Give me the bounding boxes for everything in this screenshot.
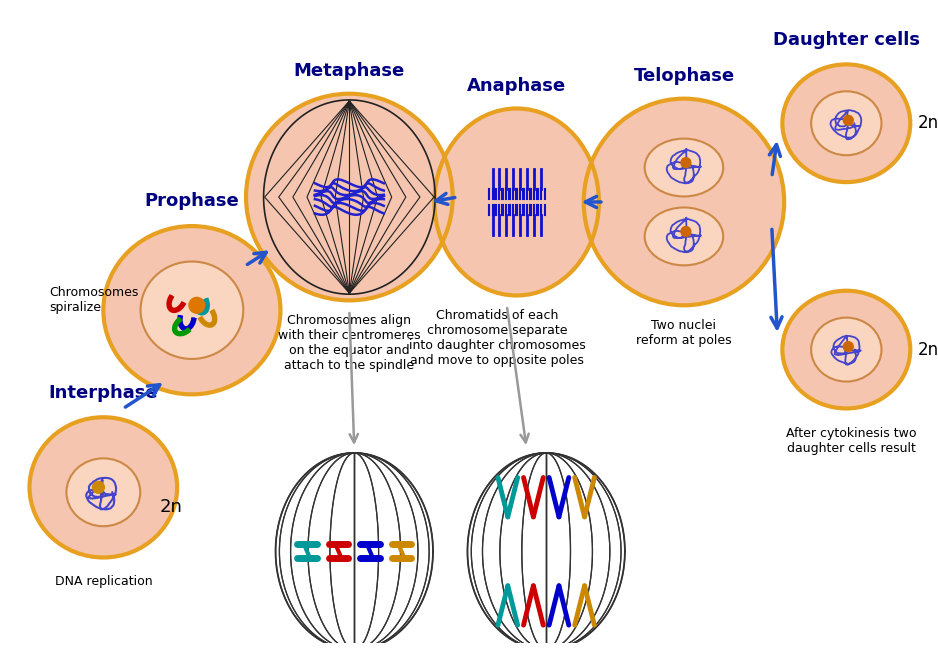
Text: DNA replication: DNA replication bbox=[54, 575, 152, 588]
Text: After cytokinesis two
daughter cells result: After cytokinesis two daughter cells res… bbox=[786, 427, 916, 456]
Text: Chromosomes align
with their centromeres
on the equator and
attach to the spindl: Chromosomes align with their centromeres… bbox=[278, 314, 420, 372]
Text: Interphase: Interphase bbox=[49, 384, 159, 402]
Ellipse shape bbox=[141, 262, 243, 359]
Circle shape bbox=[681, 157, 690, 168]
Circle shape bbox=[189, 297, 204, 313]
Ellipse shape bbox=[782, 64, 910, 182]
Text: Prophase: Prophase bbox=[144, 192, 239, 210]
Ellipse shape bbox=[782, 291, 910, 408]
Text: Chromosomes
spiralize: Chromosomes spiralize bbox=[49, 286, 139, 314]
Ellipse shape bbox=[583, 98, 784, 305]
Ellipse shape bbox=[434, 108, 599, 295]
Circle shape bbox=[843, 341, 854, 352]
Ellipse shape bbox=[644, 139, 723, 196]
Text: Two nuclei
reform at poles: Two nuclei reform at poles bbox=[636, 319, 732, 347]
Circle shape bbox=[681, 227, 690, 237]
Text: 2n: 2n bbox=[918, 114, 938, 132]
Ellipse shape bbox=[811, 91, 882, 156]
Ellipse shape bbox=[29, 417, 177, 557]
Ellipse shape bbox=[644, 207, 723, 265]
Text: 2n: 2n bbox=[918, 341, 938, 358]
Circle shape bbox=[843, 115, 854, 125]
Text: Daughter cells: Daughter cells bbox=[773, 32, 920, 49]
Ellipse shape bbox=[103, 226, 280, 395]
Text: 2n: 2n bbox=[159, 498, 183, 516]
Ellipse shape bbox=[811, 318, 882, 382]
Text: Anaphase: Anaphase bbox=[467, 76, 567, 95]
Ellipse shape bbox=[246, 94, 453, 301]
Text: Metaphase: Metaphase bbox=[294, 62, 405, 80]
Ellipse shape bbox=[67, 458, 141, 526]
Text: Chromatids of each
chromosome separate
into daughter chromosomes
and move to opp: Chromatids of each chromosome separate i… bbox=[409, 309, 585, 367]
Text: Telophase: Telophase bbox=[633, 67, 734, 85]
Circle shape bbox=[93, 481, 104, 493]
